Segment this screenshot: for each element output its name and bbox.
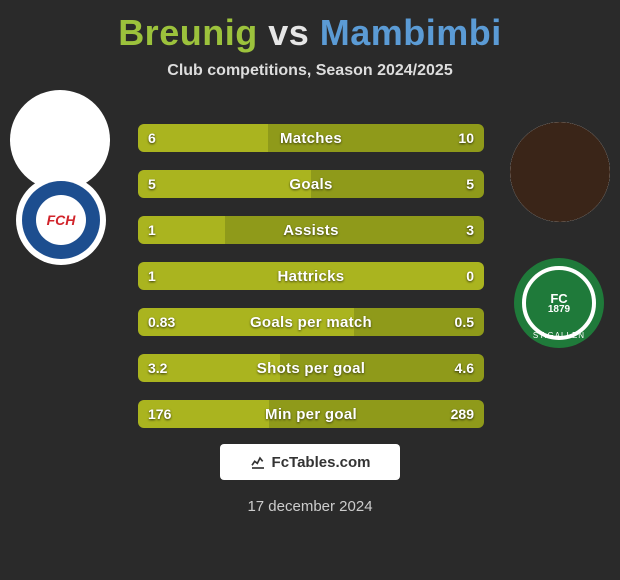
player2-avatar [510, 122, 610, 222]
stat-row: 610Matches [138, 124, 484, 152]
title-player1: Breunig [118, 12, 258, 53]
title-player2: Mambimbi [320, 12, 502, 53]
stat-row: 13Assists [138, 216, 484, 244]
stat-label: Matches [138, 124, 484, 152]
club-right-bottom: ST.GALLEN [514, 331, 604, 340]
stat-row: 176289Min per goal [138, 400, 484, 428]
stat-label: Goals per match [138, 308, 484, 336]
stat-label: Min per goal [138, 400, 484, 428]
chart-icon [250, 454, 266, 470]
player2-club-badge: FC 1879 ST.GALLEN [514, 258, 604, 348]
page-title: Breunig vs Mambimbi [0, 0, 620, 54]
stat-row: 0.830.5Goals per match [138, 308, 484, 336]
stat-label: Hattricks [138, 262, 484, 290]
stat-label: Goals [138, 170, 484, 198]
date-text: 17 december 2024 [0, 498, 620, 515]
club-left-text: FCH [36, 195, 86, 245]
stat-row: 3.24.6Shots per goal [138, 354, 484, 382]
brand-badge[interactable]: FcTables.com [220, 444, 400, 480]
stat-label: Shots per goal [138, 354, 484, 382]
stat-label: Assists [138, 216, 484, 244]
stat-row: 55Goals [138, 170, 484, 198]
title-vs: vs [268, 12, 309, 53]
brand-text: FcTables.com [272, 454, 371, 471]
club-right-year: 1879 [548, 304, 570, 315]
subtitle: Club competitions, Season 2024/2025 [0, 62, 620, 80]
stat-row: 10Hattricks [138, 262, 484, 290]
player1-club-badge: FCH [16, 175, 106, 265]
stats-bars: 610Matches 55Goals 13Assists 10Hattricks 0.8… [138, 124, 484, 446]
